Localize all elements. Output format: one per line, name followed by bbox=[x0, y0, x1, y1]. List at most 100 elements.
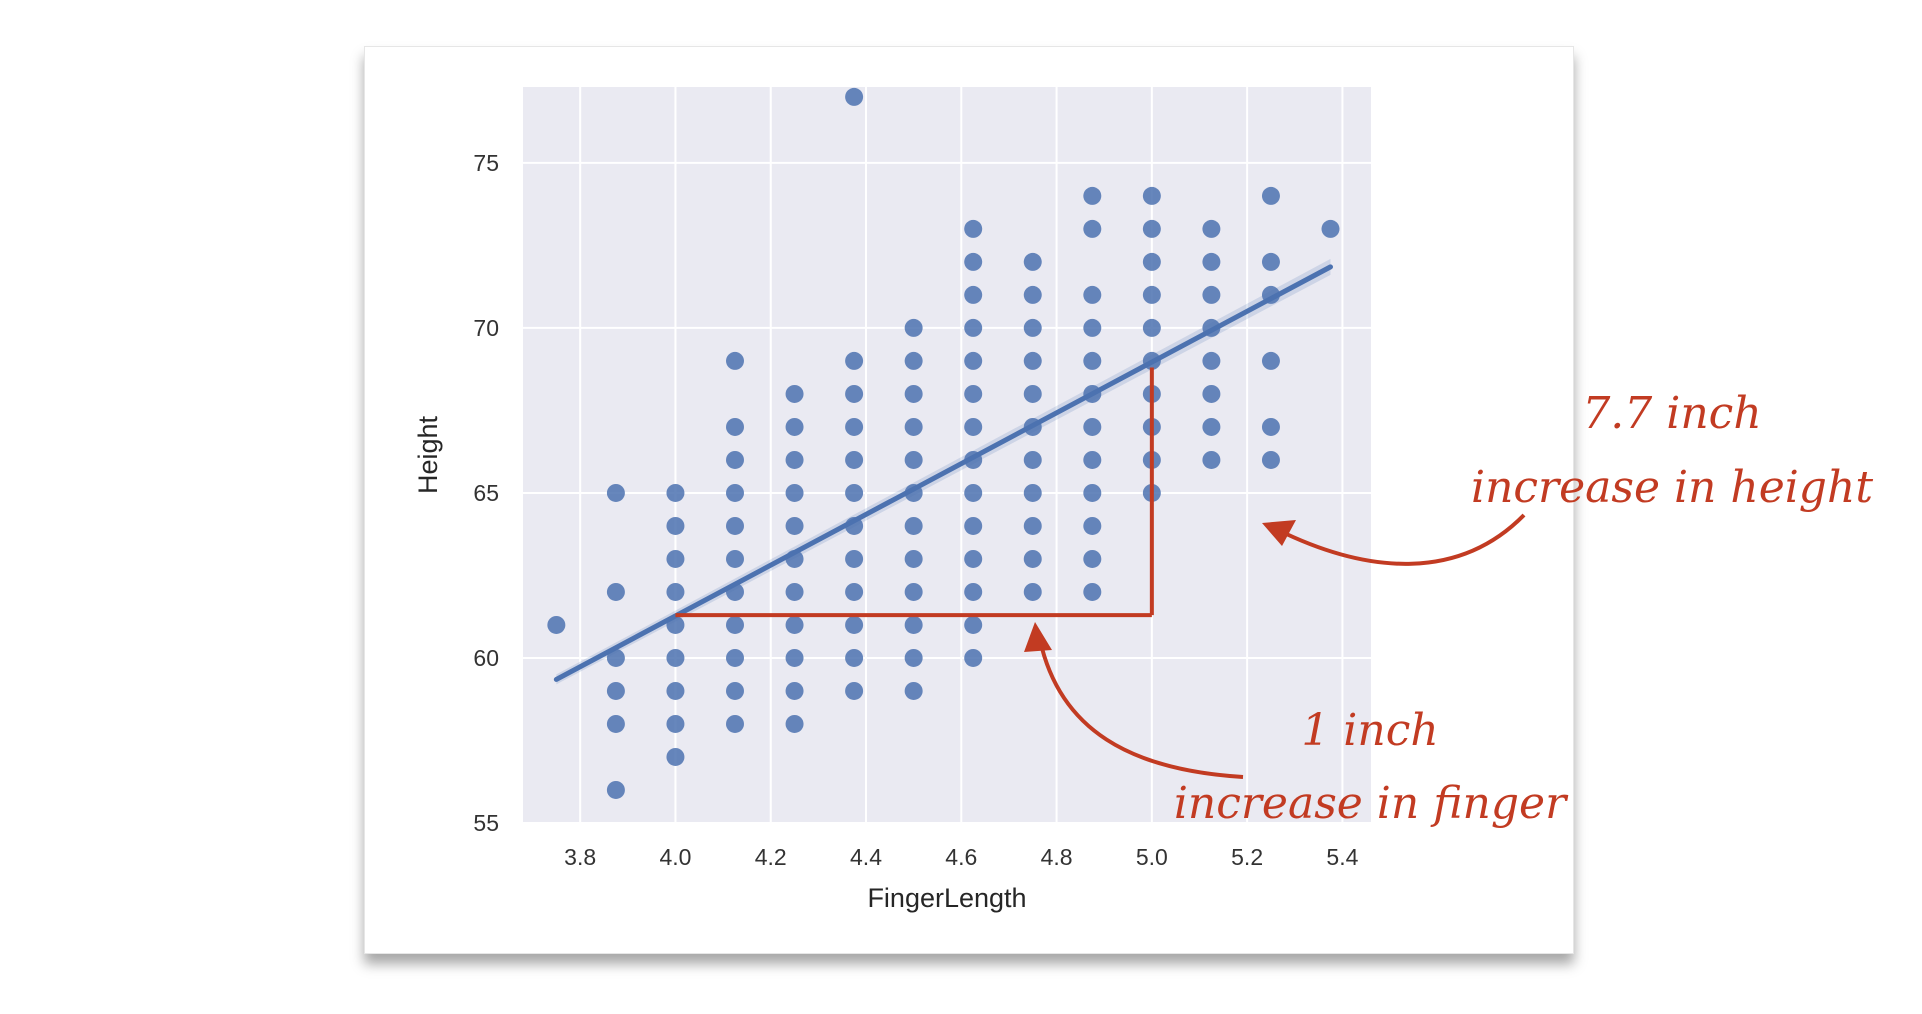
data-point bbox=[964, 648, 983, 667]
data-point bbox=[726, 417, 744, 436]
data-point bbox=[726, 516, 744, 535]
data-point bbox=[964, 549, 983, 568]
data-point bbox=[1142, 219, 1161, 238]
y-tick-label: 60 bbox=[473, 645, 499, 671]
data-point bbox=[1202, 252, 1221, 271]
data-point bbox=[666, 549, 685, 568]
data-point bbox=[666, 747, 685, 766]
data-point bbox=[964, 219, 983, 238]
data-point bbox=[785, 384, 804, 403]
data-point bbox=[845, 582, 864, 601]
data-point bbox=[1023, 285, 1042, 304]
y-tick-label: 75 bbox=[473, 150, 499, 176]
data-point bbox=[904, 648, 923, 667]
data-point bbox=[1202, 351, 1221, 370]
data-point bbox=[606, 648, 625, 667]
data-point bbox=[1202, 285, 1221, 304]
data-point bbox=[1261, 417, 1280, 436]
data-point bbox=[606, 582, 625, 601]
data-point bbox=[904, 384, 923, 403]
x-tick-label: 5.4 bbox=[1326, 844, 1358, 870]
data-point bbox=[845, 615, 864, 634]
height-annotation-line2: increase in height bbox=[1471, 462, 1873, 513]
data-point bbox=[1083, 582, 1102, 601]
data-point bbox=[1202, 384, 1221, 403]
data-point bbox=[964, 285, 983, 304]
data-point bbox=[904, 450, 923, 469]
data-point bbox=[904, 615, 923, 634]
data-point bbox=[1142, 186, 1161, 205]
height-arrowhead bbox=[1262, 520, 1296, 546]
data-point bbox=[964, 318, 983, 337]
data-point bbox=[964, 351, 983, 370]
data-point bbox=[726, 450, 744, 469]
data-point bbox=[904, 318, 923, 337]
data-points bbox=[547, 87, 1340, 799]
data-point bbox=[1202, 450, 1221, 469]
data-point bbox=[964, 516, 983, 535]
data-point bbox=[845, 351, 864, 370]
data-point bbox=[1083, 450, 1102, 469]
data-point bbox=[1261, 351, 1280, 370]
data-point bbox=[785, 615, 804, 634]
x-tick-label: 4.2 bbox=[755, 844, 787, 870]
data-point bbox=[726, 615, 744, 634]
data-point bbox=[845, 450, 864, 469]
y-axis-label: Height bbox=[413, 415, 443, 494]
data-point bbox=[964, 483, 983, 502]
regression-line-group bbox=[553, 258, 1334, 685]
data-point bbox=[785, 417, 804, 436]
data-point bbox=[606, 483, 625, 502]
finger-arrow bbox=[1038, 639, 1244, 779]
x-tick-label: 4.6 bbox=[945, 844, 977, 870]
data-point bbox=[785, 681, 804, 700]
data-point bbox=[964, 384, 983, 403]
data-point bbox=[845, 417, 864, 436]
data-point bbox=[845, 87, 864, 106]
data-point bbox=[904, 516, 923, 535]
data-point bbox=[726, 351, 744, 370]
data-point bbox=[1083, 417, 1102, 436]
data-point bbox=[964, 615, 983, 634]
finger-arrowhead bbox=[1024, 622, 1052, 652]
data-point bbox=[1083, 351, 1102, 370]
data-point bbox=[1023, 318, 1042, 337]
data-point bbox=[1083, 516, 1102, 535]
data-point bbox=[1142, 252, 1161, 271]
data-point bbox=[726, 681, 744, 700]
x-tick-label: 4.8 bbox=[1041, 844, 1073, 870]
data-point bbox=[666, 681, 685, 700]
data-point bbox=[1083, 318, 1102, 337]
data-point bbox=[1142, 285, 1161, 304]
y-tick-label: 70 bbox=[473, 315, 499, 341]
data-point bbox=[547, 615, 566, 634]
data-point bbox=[1321, 219, 1340, 238]
x-tick-label: 5.2 bbox=[1231, 844, 1263, 870]
finger-annotation-line1: 1 inch bbox=[1301, 705, 1438, 756]
data-point bbox=[964, 582, 983, 601]
data-point bbox=[1023, 351, 1042, 370]
data-point bbox=[845, 648, 864, 667]
finger-annotation-line2: increase in finger bbox=[1174, 778, 1569, 829]
data-point bbox=[845, 384, 864, 403]
data-point bbox=[606, 681, 625, 700]
x-tick-label: 3.8 bbox=[564, 844, 596, 870]
data-point bbox=[666, 648, 685, 667]
data-point bbox=[845, 681, 864, 700]
data-point bbox=[1142, 318, 1161, 337]
data-point bbox=[1261, 186, 1280, 205]
data-point bbox=[904, 549, 923, 568]
data-point bbox=[1083, 285, 1102, 304]
data-point bbox=[785, 648, 804, 667]
data-point bbox=[1023, 582, 1042, 601]
data-point bbox=[606, 714, 625, 733]
data-point bbox=[1261, 252, 1280, 271]
data-point bbox=[1261, 450, 1280, 469]
data-point bbox=[785, 450, 804, 469]
data-point bbox=[726, 714, 744, 733]
x-tick-label: 4.4 bbox=[850, 844, 882, 870]
x-tick-label: 4.0 bbox=[659, 844, 691, 870]
y-tick-label: 55 bbox=[473, 810, 499, 836]
tick-labels: 3.8 4.0 4.2 4.4 4.6 4.8 5.0 5.2 5.4 55 60 65 70 75 bbox=[473, 150, 1358, 870]
